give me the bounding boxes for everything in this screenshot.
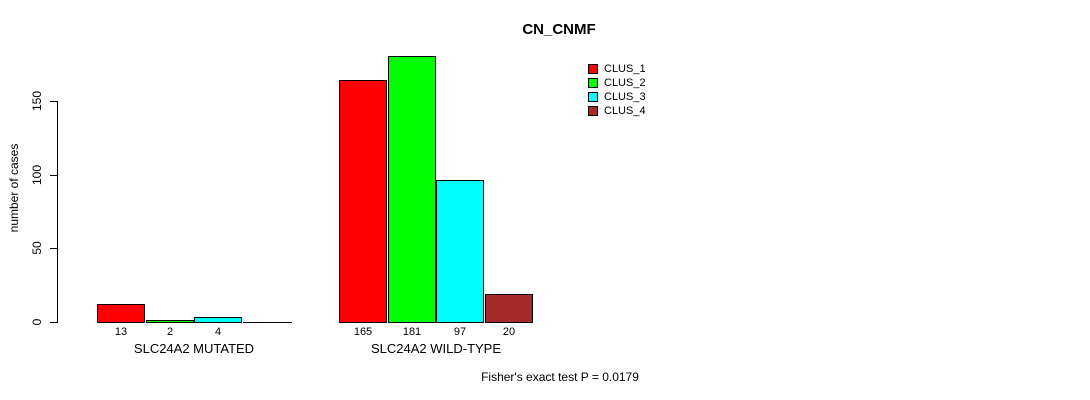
legend-swatch-clus-1	[588, 64, 598, 74]
bar-value-label: 181	[402, 326, 422, 338]
bar-clus-2-wild-type	[388, 56, 436, 323]
legend-label: CLUS_3	[604, 91, 646, 103]
fisher-test-annotation: Fisher's exact test P = 0.0179	[481, 370, 639, 384]
chart-title: CN_CNMF	[522, 21, 596, 38]
bar-value-label: 13	[114, 326, 128, 338]
legend: CLUS_1 CLUS_2 CLUS_3 CLUS_4	[588, 62, 646, 118]
legend-item: CLUS_2	[588, 76, 646, 90]
legend-label: CLUS_2	[604, 77, 646, 89]
bar-value-label: 2	[166, 326, 174, 338]
legend-item: CLUS_4	[588, 104, 646, 118]
legend-label: CLUS_4	[604, 105, 646, 117]
y-tick-label: 50	[30, 241, 44, 255]
y-tick-mark	[50, 322, 57, 323]
bar-value-label: 97	[453, 326, 467, 338]
legend-swatch-clus-3	[588, 92, 598, 102]
y-tick-label: 150	[30, 90, 44, 112]
bar-clus-3-mutated	[194, 317, 242, 323]
y-tick-mark	[50, 175, 57, 176]
legend-label: CLUS_1	[604, 63, 646, 75]
legend-swatch-clus-2	[588, 78, 598, 88]
legend-item: CLUS_3	[588, 90, 646, 104]
category-label: SLC24A2 WILD-TYPE	[370, 341, 502, 356]
bar-clus-2-mutated	[146, 320, 194, 323]
y-tick-mark	[50, 248, 57, 249]
bar-clus-1-mutated	[97, 304, 145, 323]
bar-value-label: 4	[214, 326, 222, 338]
y-tick-mark	[50, 101, 57, 102]
legend-swatch-clus-4	[588, 106, 598, 116]
legend-item: CLUS_1	[588, 62, 646, 76]
bar-value-label: 165	[353, 326, 373, 338]
bar-value-label: 20	[502, 326, 516, 338]
category-label: SLC24A2 MUTATED	[133, 341, 255, 356]
bar-clus-1-wild-type	[339, 80, 387, 323]
bar-clus-4-mutated-zero	[243, 322, 292, 323]
y-axis-title: number of cases	[7, 143, 21, 233]
bar-clus-4-wild-type	[485, 294, 533, 323]
y-tick-label: 100	[30, 164, 44, 186]
bar-clus-3-wild-type	[436, 180, 484, 323]
y-axis-line	[57, 101, 58, 323]
y-tick-label: 0	[30, 318, 44, 326]
